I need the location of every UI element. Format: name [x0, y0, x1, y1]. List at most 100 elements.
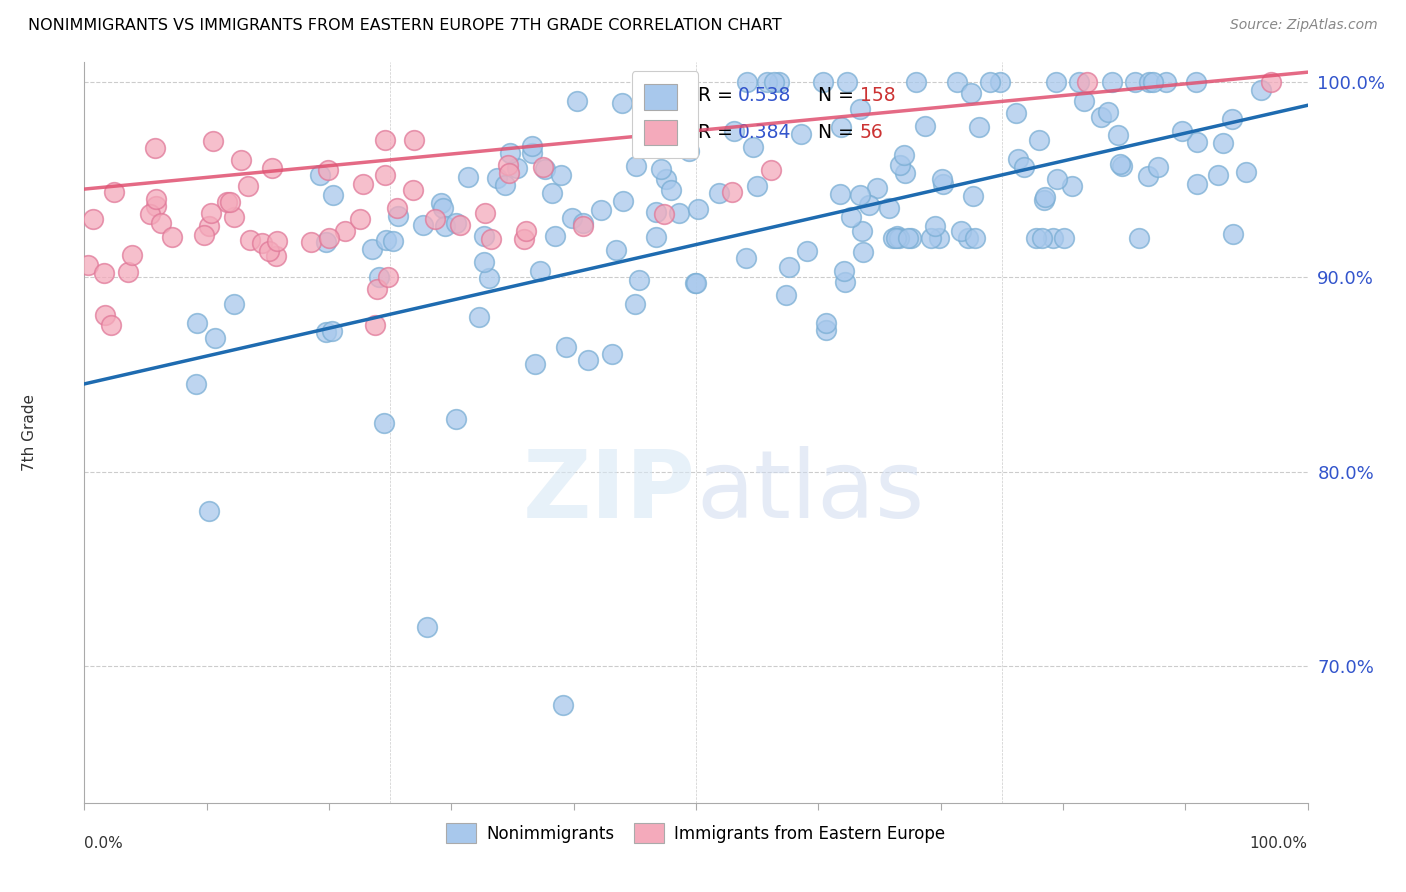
Point [858, 198, 880, 212]
Point [828, 187, 851, 202]
Point [1109, 157, 1132, 171]
Point [762, 75, 785, 89]
Text: 158: 158 [860, 87, 896, 105]
Point [1097, 105, 1119, 120]
Point [498, 146, 520, 161]
Point [572, 216, 595, 230]
Point [266, 249, 288, 263]
Point [224, 211, 246, 225]
Point [897, 231, 920, 245]
Point [367, 270, 389, 285]
Point [1234, 165, 1257, 179]
Point [299, 235, 322, 250]
Point [1154, 75, 1177, 89]
Point [931, 171, 953, 186]
Point [742, 140, 765, 154]
Point [778, 260, 800, 274]
Point [723, 124, 745, 138]
Point [544, 229, 567, 244]
Point [495, 178, 517, 193]
Point [430, 195, 453, 210]
Point [308, 168, 330, 182]
Point [605, 243, 627, 257]
Point [468, 310, 491, 325]
Point [668, 206, 690, 220]
Point [432, 201, 454, 215]
Text: N =: N = [818, 87, 860, 105]
Point [374, 133, 396, 147]
Point [374, 233, 396, 247]
Point [200, 206, 222, 220]
Point [236, 178, 259, 193]
Point [506, 161, 529, 175]
Point [529, 264, 551, 278]
Point [759, 163, 782, 178]
Point [77, 258, 100, 272]
Point [218, 194, 240, 209]
Text: R =: R = [699, 87, 740, 105]
Point [1101, 75, 1123, 89]
Point [1212, 136, 1234, 151]
Point [851, 224, 873, 238]
Point [449, 219, 471, 233]
Point [260, 161, 283, 175]
Point [914, 119, 936, 133]
Text: N =: N = [818, 123, 860, 143]
Point [886, 229, 908, 244]
Point [624, 159, 647, 173]
Point [988, 75, 1011, 89]
Point [877, 201, 900, 215]
Point [1090, 110, 1112, 124]
Point [686, 202, 709, 216]
Point [474, 206, 496, 220]
Point [721, 186, 744, 200]
Point [553, 698, 575, 713]
Point [887, 231, 910, 245]
Point [1107, 128, 1129, 142]
Point [768, 75, 790, 89]
Point [1184, 75, 1206, 89]
Point [360, 242, 382, 256]
Point [533, 161, 555, 176]
Point [513, 232, 536, 246]
Point [412, 218, 434, 232]
Point [657, 141, 679, 155]
Point [905, 75, 928, 89]
Point [628, 273, 651, 287]
Point [1111, 159, 1133, 173]
Point [1046, 171, 1069, 186]
Point [813, 75, 835, 89]
Point [373, 416, 395, 430]
Point [201, 134, 224, 148]
Text: NONIMMIGRANTS VS IMMIGRANTS FROM EASTERN EUROPE 7TH GRADE CORRELATION CHART: NONIMMIGRANTS VS IMMIGRANTS FROM EASTERN… [28, 18, 782, 33]
Point [1128, 231, 1150, 245]
Point [366, 283, 388, 297]
Point [1012, 160, 1035, 174]
Point [496, 158, 519, 172]
Point [644, 230, 666, 244]
Point [884, 231, 907, 245]
Point [550, 168, 572, 182]
Point [589, 202, 612, 217]
Point [1031, 231, 1053, 245]
Point [377, 269, 399, 284]
Point [520, 139, 543, 153]
Text: 0.384: 0.384 [738, 123, 792, 143]
Point [815, 323, 838, 337]
Point [1073, 94, 1095, 108]
Point [404, 133, 426, 147]
Text: 0.538: 0.538 [738, 87, 792, 105]
Point [849, 102, 872, 116]
Point [349, 211, 371, 226]
Point [515, 224, 537, 238]
Point [1260, 75, 1282, 89]
Point [924, 219, 946, 234]
Point [138, 207, 160, 221]
Point [889, 158, 911, 172]
Point [382, 234, 405, 248]
Point [1147, 160, 1170, 174]
Point [1045, 75, 1067, 89]
Point [735, 251, 758, 265]
Point [224, 297, 246, 311]
Text: 7th Grade: 7th Grade [22, 394, 37, 471]
